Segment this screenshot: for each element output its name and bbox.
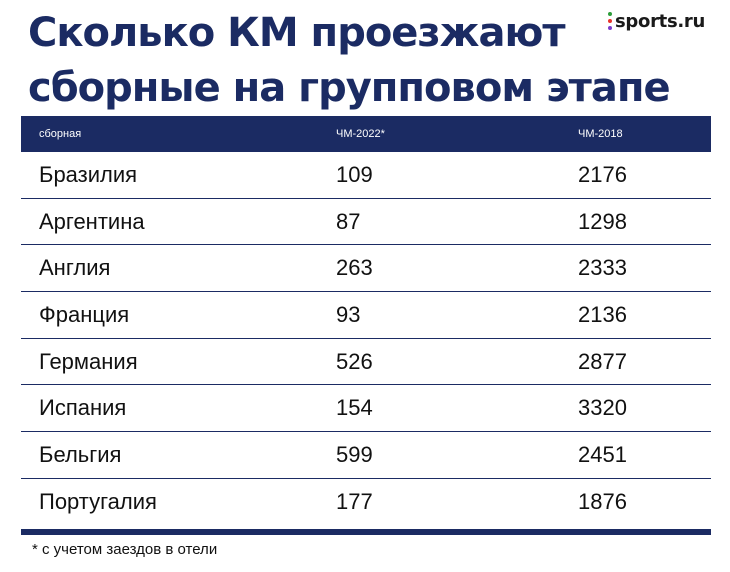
table-row: Англия 263 2333 [21, 245, 711, 293]
wc2022-cell: 263 [336, 255, 373, 281]
footnote: * с учетом заездов в отели [32, 541, 218, 558]
team-cell: Бразилия [39, 161, 138, 187]
team-cell: Англия [39, 255, 111, 281]
wc2018-cell: 2333 [578, 255, 627, 281]
header-wc2022: ЧМ-2022* [336, 128, 385, 140]
wc2022-cell: 177 [336, 489, 373, 515]
table-row: Аргентина 87 1298 [21, 199, 711, 246]
page-title: Сколько КМ проезжают сборные на группово… [28, 6, 671, 116]
table-row: Португалия 177 1876 [21, 479, 711, 526]
wc2018-cell: 2451 [578, 441, 627, 467]
team-cell: Франция [39, 301, 130, 327]
wc2022-cell: 526 [336, 348, 373, 374]
team-cell: Бельгия [39, 441, 122, 467]
wc2022-cell: 109 [336, 161, 373, 187]
table-body: Бразилия 109 2176 Аргентина 87 1298 Англия 263 2… [21, 152, 711, 526]
table-row: Бельгия 599 2451 [21, 432, 711, 479]
team-cell: Аргентина [39, 208, 145, 234]
logo-dot-green [608, 12, 612, 16]
wc2018-cell: 3320 [578, 395, 627, 421]
table-row: Бразилия 109 2176 [21, 152, 711, 199]
logo-dot-red [608, 19, 612, 23]
team-cell: Португалия [39, 489, 157, 515]
header-wc2018: ЧМ-2018 [578, 128, 623, 140]
table-row: Германия 526 2877 [21, 339, 711, 386]
logo-dot-purple [608, 26, 612, 30]
wc2018-cell: 1298 [578, 208, 627, 234]
wc2022-cell: 87 [336, 208, 361, 234]
wc2022-cell: 93 [336, 301, 361, 327]
logo-dots-icon [608, 12, 612, 30]
team-cell: Испания [39, 395, 127, 421]
stats-table: сборная ЧМ-2022* ЧМ-2018 Бразилия 109 2176… [21, 116, 711, 526]
logo-text: sports.ru [615, 10, 705, 32]
table-bottom-bar [21, 529, 711, 535]
table-row: Франция 93 2136 [21, 292, 711, 339]
title-line-2: сборные на групповом этапе [28, 65, 671, 111]
header-team: сборная [39, 128, 82, 140]
wc2022-cell: 599 [336, 441, 373, 467]
wc2018-cell: 1876 [578, 489, 627, 515]
table-header: сборная ЧМ-2022* ЧМ-2018 [21, 116, 711, 152]
title-line-1: Сколько КМ проезжают [28, 10, 566, 56]
wc2022-cell: 154 [336, 395, 373, 421]
wc2018-cell: 2136 [578, 301, 627, 327]
wc2018-cell: 2877 [578, 348, 627, 374]
wc2018-cell: 2176 [578, 161, 627, 187]
team-cell: Германия [39, 348, 138, 374]
table-row: Испания 154 3320 [21, 385, 711, 433]
sports-ru-logo: sports.ru [608, 9, 705, 33]
